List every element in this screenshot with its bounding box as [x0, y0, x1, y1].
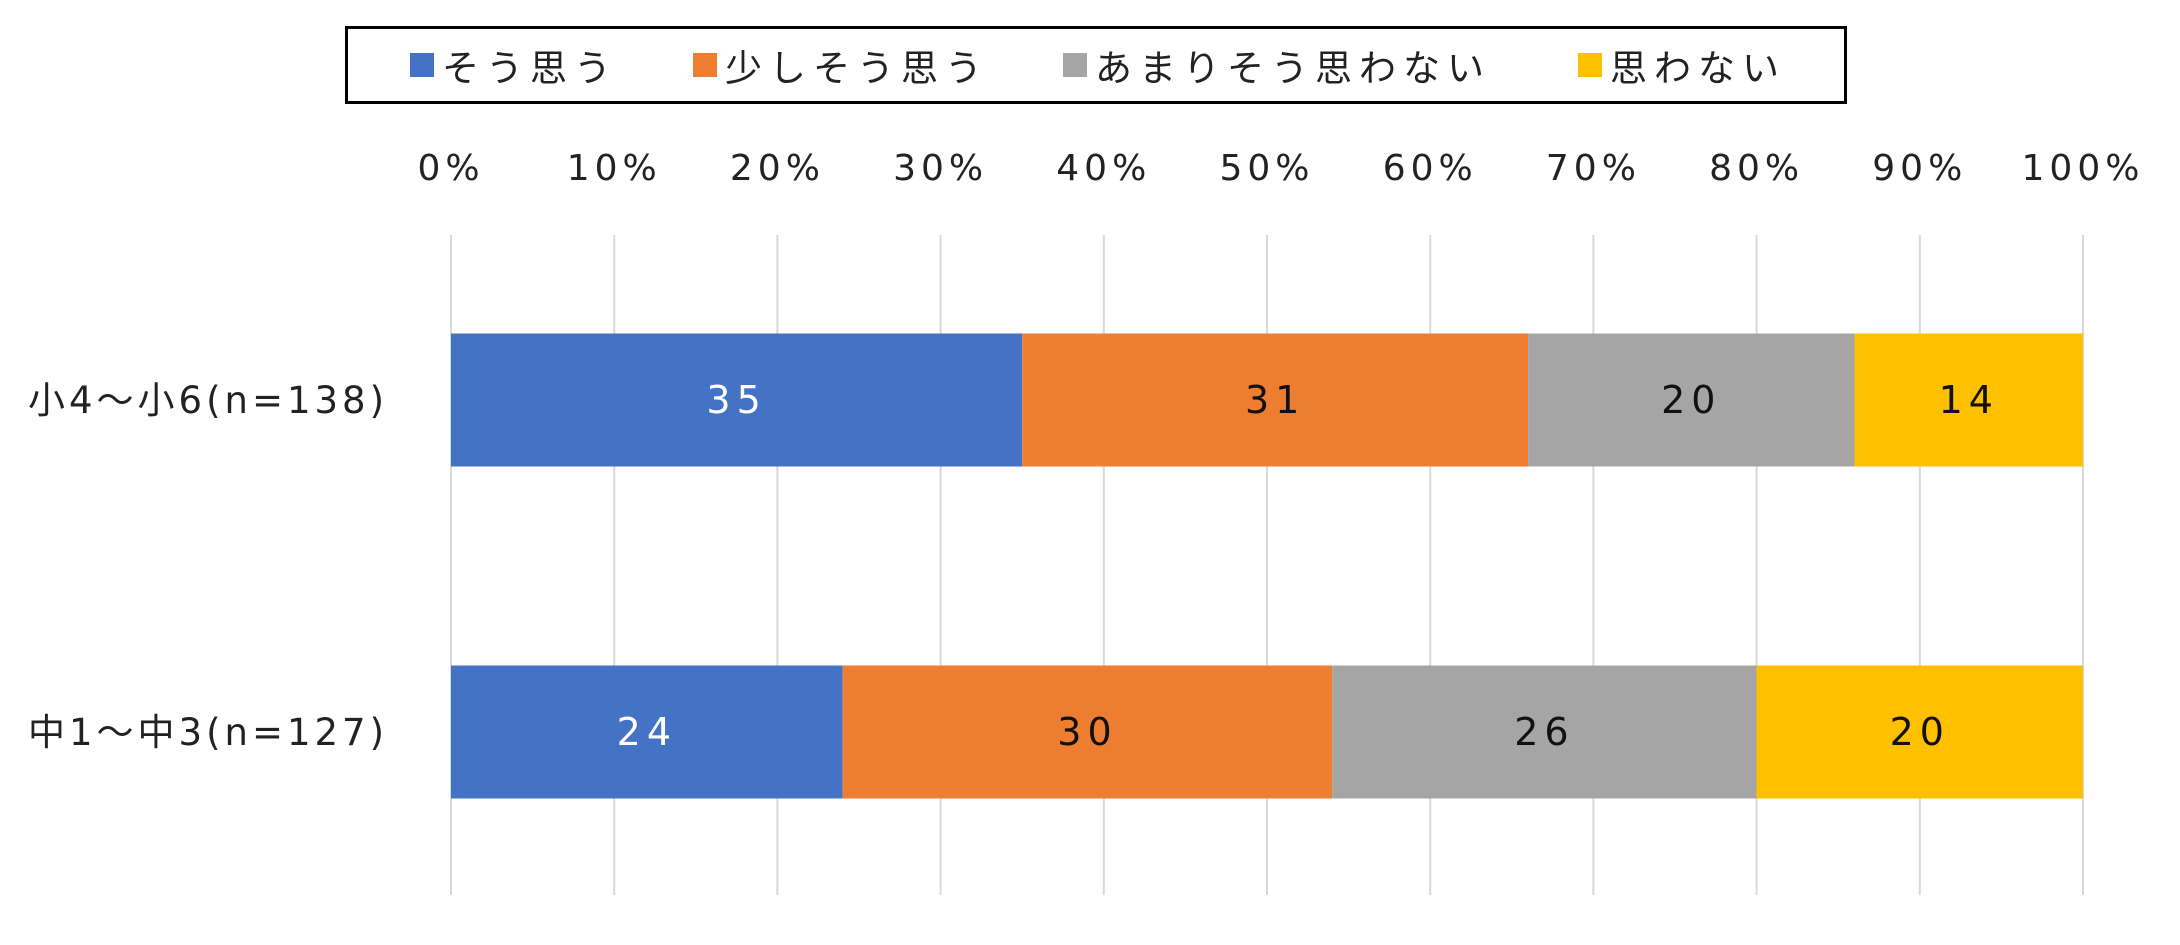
category-label: 中1～中3(n=127) [28, 711, 388, 754]
bar-segment [1022, 333, 1529, 467]
bar-segment [1332, 665, 1757, 799]
bar-segment [1854, 333, 2083, 467]
legend-label-sukoshi-sou-omou: 少しそう思う [725, 47, 989, 90]
legend-swatch-sou-omou [410, 53, 434, 77]
legend-swatch-sukoshi-sou-omou [693, 53, 717, 77]
data-label: 30 [1057, 710, 1117, 754]
legend-label-sou-omou: そう思う [442, 47, 618, 90]
legend-swatch-amari-sou-omowanai [1063, 53, 1087, 77]
legend-item-sou-omou: そう思う [410, 29, 618, 101]
legend-label-amari-sou-omowanai: あまりそう思わない [1095, 47, 1491, 90]
data-label: 31 [1245, 378, 1305, 422]
x-tick-label: 70% [1546, 148, 1641, 189]
category-label: 小4～小6(n=138) [28, 379, 388, 422]
bar-segment [842, 665, 1333, 799]
data-label: 20 [1661, 378, 1721, 422]
x-tick-label: 40% [1056, 148, 1151, 189]
bar-segment [451, 333, 1023, 467]
bar-segment [1756, 665, 2083, 799]
x-tick-label: 90% [1872, 148, 1967, 189]
data-label: 14 [1939, 378, 1999, 422]
data-label: 35 [706, 378, 766, 422]
data-label: 24 [617, 710, 677, 754]
x-tick-label: 20% [730, 148, 825, 189]
legend-label-omowanai: 思わない [1610, 47, 1786, 90]
legend-item-amari-sou-omowanai: あまりそう思わない [1063, 29, 1491, 101]
data-label: 20 [1890, 710, 1950, 754]
bar-segment [451, 665, 843, 799]
x-tick-label: 30% [893, 148, 988, 189]
x-tick-label: 10% [567, 148, 662, 189]
x-tick-label: 50% [1219, 148, 1314, 189]
data-label: 26 [1514, 710, 1574, 754]
x-tick-label: 0% [417, 148, 484, 189]
x-tick-label: 100% [2022, 148, 2145, 189]
legend: そう思う 少しそう思う あまりそう思わない 思わない [345, 26, 1847, 104]
legend-item-sukoshi-sou-omou: 少しそう思う [693, 29, 989, 101]
x-tick-label: 60% [1383, 148, 1478, 189]
bar-segment [1528, 333, 1855, 467]
legend-item-omowanai: 思わない [1578, 29, 1786, 101]
x-tick-label: 80% [1709, 148, 1804, 189]
legend-swatch-omowanai [1578, 53, 1602, 77]
